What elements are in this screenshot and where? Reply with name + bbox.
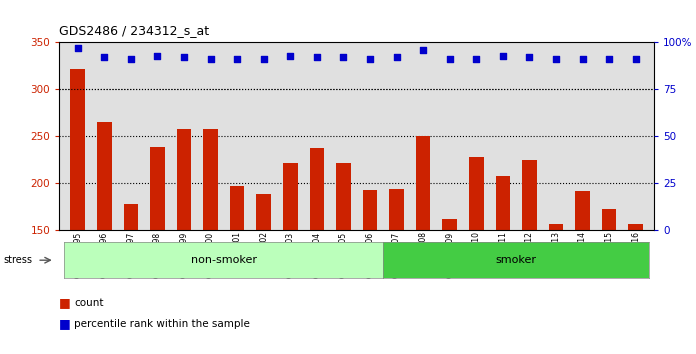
Bar (283, 164, 298, 230)
Bar (97, 122, 111, 230)
Bar (443, 219, 457, 230)
Text: non-smoker: non-smoker (191, 255, 257, 265)
Point (418, 47, 429, 53)
Bar (469, 157, 484, 230)
Point (551, 57, 562, 62)
Bar (230, 186, 244, 230)
Bar (124, 204, 139, 230)
Point (152, 53, 163, 58)
Point (391, 55, 402, 60)
Point (524, 55, 535, 60)
Point (205, 57, 216, 62)
Point (285, 53, 296, 58)
Bar (575, 191, 590, 230)
Point (258, 57, 269, 62)
Text: ■: ■ (59, 296, 71, 309)
Bar (150, 147, 165, 230)
Text: percentile rank within the sample: percentile rank within the sample (74, 319, 251, 329)
Point (178, 55, 189, 60)
Text: stress: stress (3, 255, 33, 265)
Bar (363, 190, 377, 230)
Point (497, 53, 508, 58)
Point (232, 57, 243, 62)
Point (444, 57, 455, 62)
Bar (416, 136, 430, 230)
Point (470, 57, 482, 62)
Bar (203, 129, 218, 230)
Bar (628, 223, 643, 230)
Bar (496, 176, 510, 230)
Point (603, 57, 615, 62)
Bar (389, 189, 404, 230)
Text: smoker: smoker (496, 255, 537, 265)
Bar (177, 129, 191, 230)
Point (99, 55, 110, 60)
Text: count: count (74, 298, 104, 308)
Bar (336, 164, 351, 230)
Bar (548, 223, 563, 230)
Point (577, 57, 588, 62)
Point (125, 57, 136, 62)
Bar (522, 160, 537, 230)
Point (72, 45, 84, 51)
Point (630, 57, 641, 62)
Bar (70, 69, 85, 230)
Point (338, 55, 349, 60)
Bar (256, 194, 271, 230)
Text: GDS2486 / 234312_s_at: GDS2486 / 234312_s_at (59, 24, 209, 37)
Bar (310, 148, 324, 230)
Bar (602, 210, 617, 230)
Point (365, 57, 376, 62)
Point (311, 55, 322, 60)
Text: ■: ■ (59, 318, 71, 330)
